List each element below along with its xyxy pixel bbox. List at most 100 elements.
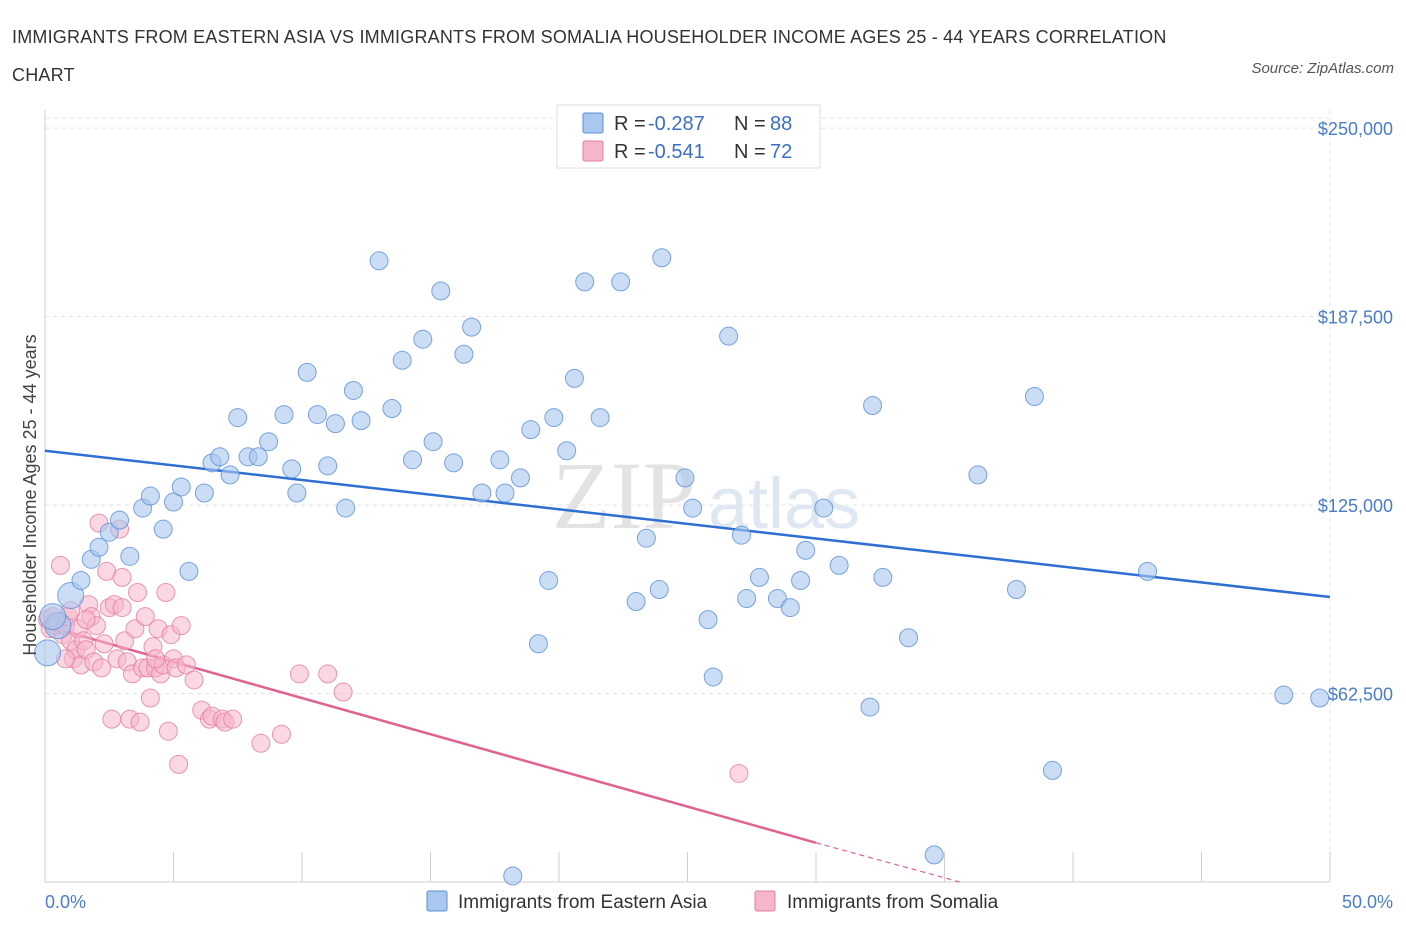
- somalia-point: [50, 555, 70, 575]
- somalia-point: [333, 682, 353, 702]
- somalia-point: [140, 688, 160, 708]
- eastern-asia-point: [71, 570, 91, 590]
- somalia-point: [171, 616, 191, 636]
- legend-swatch-eastern-asia: [582, 112, 604, 134]
- legend-n-value-1: 88: [770, 113, 792, 135]
- y-tick-label: $62,500: [1328, 685, 1393, 705]
- y-tick-label: $187,500: [1318, 308, 1393, 328]
- y-tick-label: $250,000: [1318, 119, 1393, 139]
- legend-n-label-2: N =: [734, 141, 766, 163]
- top-legend: R = -0.287 N = 88 R = -0.541 N = 72: [556, 104, 821, 169]
- watermark-zip: ZIP: [552, 442, 696, 549]
- eastern-asia-point: [99, 522, 119, 542]
- chart-title: IMMIGRANTS FROM EASTERN ASIA VS IMMIGRAN…: [12, 27, 1167, 85]
- somalia-point: [94, 634, 114, 654]
- watermark-atlas: atlas: [708, 464, 860, 544]
- eastern-asia-point: [444, 453, 464, 473]
- eastern-asia-point: [814, 498, 834, 518]
- eastern-asia-point: [1042, 760, 1062, 780]
- trend-line-eastern-asia: [44, 449, 1331, 599]
- eastern-asia-point: [590, 408, 610, 428]
- bottom-legend-label-somalia: Immigrants from Somalia: [787, 892, 999, 913]
- eastern-asia-point: [873, 567, 893, 587]
- somalia-point: [289, 664, 309, 684]
- eastern-asia-point: [1006, 579, 1026, 599]
- somalia-point: [223, 709, 243, 729]
- legend-r-label-1: R =: [614, 113, 646, 135]
- somalia-point: [130, 712, 150, 732]
- eastern-asia-point: [611, 272, 631, 292]
- eastern-asia-point: [403, 450, 423, 470]
- x-tick-label: 50.0%: [1342, 892, 1393, 912]
- somalia-point: [135, 607, 155, 627]
- eastern-asia-point: [110, 510, 130, 530]
- eastern-asia-point: [1138, 561, 1158, 581]
- eastern-asia-point: [171, 477, 191, 497]
- eastern-asia-point: [767, 589, 787, 609]
- eastern-asia-point: [490, 450, 510, 470]
- legend-n-label-1: N =: [734, 113, 766, 135]
- eastern-asia-point: [557, 441, 577, 461]
- eastern-asia-point: [924, 845, 944, 865]
- somalia-point: [76, 610, 96, 630]
- x-tick-label: 0.0%: [45, 892, 86, 912]
- somalia-point: [184, 670, 204, 690]
- eastern-asia-point: [703, 667, 723, 687]
- eastern-asia-point: [796, 540, 816, 560]
- eastern-asia-point: [351, 411, 371, 431]
- axes: [44, 110, 1331, 883]
- eastern-asia-point: [325, 414, 345, 434]
- eastern-asia-point: [220, 465, 240, 485]
- eastern-asia-point: [652, 248, 672, 268]
- eastern-asia-point: [626, 592, 646, 612]
- eastern-asia-point: [495, 483, 515, 503]
- eastern-asia-point: [462, 317, 482, 337]
- somalia-point: [158, 721, 178, 741]
- eastern-asia-point: [503, 866, 523, 886]
- eastern-asia-point: [413, 329, 433, 349]
- somalia-point: [146, 649, 166, 669]
- eastern-asia-point: [780, 598, 800, 618]
- eastern-asia-point: [259, 432, 279, 452]
- eastern-asia-point: [719, 326, 739, 346]
- eastern-asia-point: [318, 456, 338, 476]
- eastern-asia-point: [274, 405, 294, 425]
- somalia-point: [112, 567, 132, 587]
- eastern-asia-point: [382, 399, 402, 419]
- somalia-point: [112, 598, 132, 618]
- somalia-point: [128, 583, 148, 602]
- eastern-asia-point: [164, 492, 183, 512]
- eastern-asia-point: [791, 570, 811, 590]
- eastern-asia-point: [1310, 688, 1330, 708]
- somalia-point: [318, 664, 338, 684]
- somalia-points: [38, 513, 749, 783]
- eastern-asia-points: [34, 248, 1330, 886]
- somalia-point: [729, 763, 749, 783]
- eastern-asia-point: [860, 697, 880, 717]
- somalia-point: [251, 733, 271, 753]
- eastern-asia-point: [39, 603, 67, 631]
- legend-r-label-2: R =: [614, 141, 646, 163]
- eastern-asia-point: [89, 537, 109, 557]
- eastern-asia-point: [863, 396, 883, 416]
- bottom-legend-swatch-somalia: [754, 890, 776, 912]
- legend-swatch-somalia: [582, 140, 604, 162]
- y-tick-labels: $62,500 $125,000 $187,500 $250,000: [1318, 119, 1393, 704]
- eastern-asia-point: [369, 251, 389, 271]
- eastern-asia-point: [454, 344, 474, 364]
- eastern-asia-point: [297, 362, 317, 382]
- bottom-legend-label-eastern-asia: Immigrants from Eastern Asia: [458, 892, 708, 913]
- somalia-point: [271, 724, 291, 744]
- eastern-asia-point: [282, 459, 302, 479]
- bottom-legend: Immigrants from Eastern Asia Immigrants …: [426, 890, 999, 913]
- legend-r-value-2: -0.541: [648, 141, 705, 163]
- eastern-asia-point: [343, 380, 363, 400]
- eastern-asia-point: [564, 368, 584, 388]
- somalia-point: [125, 619, 145, 639]
- eastern-asia-point: [521, 420, 541, 440]
- eastern-asia-point: [675, 468, 695, 488]
- eastern-asia-point: [1274, 685, 1294, 705]
- eastern-asia-point: [336, 498, 356, 518]
- y-tick-label: $125,000: [1318, 496, 1393, 516]
- eastern-asia-point: [510, 468, 530, 488]
